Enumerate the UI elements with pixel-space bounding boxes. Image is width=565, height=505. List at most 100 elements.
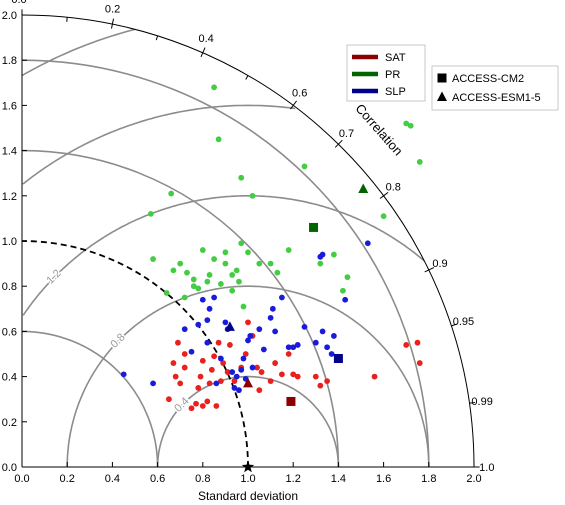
x-tick-label: 1.0 — [240, 473, 255, 485]
point-pr — [229, 272, 236, 278]
point-sat — [256, 387, 263, 394]
point-sat — [181, 364, 188, 371]
point-sat — [285, 351, 292, 357]
point-slp — [199, 296, 206, 303]
std-arcs — [21, 59, 430, 468]
point-sat — [197, 373, 204, 380]
point-sat — [403, 342, 410, 348]
correlation-tick — [451, 323, 457, 327]
y-tick-label: 1.2 — [2, 191, 17, 203]
point-sat — [279, 371, 285, 378]
point-slp — [247, 333, 254, 339]
point-sat — [371, 373, 378, 380]
rms-contour — [22, 104, 296, 185]
std-arc — [21, 59, 430, 468]
point-sat — [220, 360, 227, 366]
correlation-tick-label: 0.95 — [453, 316, 474, 328]
point-slp — [240, 355, 247, 362]
correlation-tick — [383, 192, 389, 197]
correlation-minor-tick — [155, 35, 159, 41]
point-sat — [199, 357, 206, 364]
point-pr — [199, 247, 206, 253]
point-sat — [188, 405, 195, 412]
correlation-tick-label: 0.6 — [292, 88, 307, 100]
point-sat — [245, 319, 251, 326]
point-slp — [204, 339, 211, 346]
x-tick-label: 2.0 — [466, 473, 481, 485]
point-slp — [290, 344, 297, 351]
correlation-tick — [469, 401, 476, 404]
rms-contour — [156, 375, 340, 467]
correlation-tick-label: 0.4 — [198, 33, 213, 45]
point-sat — [206, 380, 213, 387]
point-sat — [181, 351, 188, 357]
point-pr — [206, 272, 213, 278]
marker-sat-cm2 — [286, 396, 296, 406]
y-tick-label: 1.8 — [2, 55, 17, 67]
point-slp — [260, 346, 267, 353]
point-sat — [195, 385, 202, 391]
point-pr — [229, 287, 236, 294]
point-sat — [166, 396, 172, 403]
x-tick-label: 1.6 — [376, 473, 391, 485]
model-legend-box — [431, 65, 559, 111]
point-slp — [222, 319, 229, 326]
point-pr — [236, 278, 242, 285]
point-sat — [211, 353, 218, 360]
correlation-tick — [202, 47, 206, 53]
correlation-tick — [111, 18, 115, 25]
correlation-minor-tick — [334, 143, 339, 148]
y-tick-label: 0.6 — [2, 326, 17, 338]
correlation-minor-tick — [111, 24, 113, 29]
point-sat — [414, 339, 421, 346]
point-slp — [229, 369, 236, 375]
point-sat — [267, 378, 274, 385]
reference-star — [241, 460, 255, 473]
point-pr — [190, 283, 197, 290]
y-tick-label: 1.0 — [2, 236, 17, 248]
correlation-label: Correlation — [353, 101, 406, 159]
model-points — [224, 183, 369, 473]
y-tick-label: 0.0 — [2, 462, 17, 474]
marker-pr-esm1-5 — [358, 183, 369, 194]
y-tick-label: 0.4 — [2, 372, 17, 384]
point-pr — [274, 269, 281, 276]
x-tick-label: 0.0 — [14, 473, 29, 485]
point-slp — [204, 317, 211, 323]
point-pr — [238, 240, 245, 247]
correlation-minor-tick — [379, 195, 384, 199]
point-sat — [224, 369, 231, 375]
point-sat — [416, 360, 423, 366]
point-slp — [324, 344, 330, 351]
point-slp — [272, 328, 279, 335]
point-pr — [267, 260, 274, 267]
point-pr — [416, 159, 423, 165]
point-pr — [233, 267, 240, 274]
legend-model-label: ACCESS-CM2 — [452, 73, 524, 85]
point-pr — [249, 192, 256, 199]
y-tick-label: 0.2 — [2, 417, 17, 429]
point-sat — [199, 403, 206, 409]
point-slp — [312, 339, 319, 346]
point-sat — [272, 360, 279, 366]
point-sat — [215, 339, 222, 346]
point-sat — [294, 373, 301, 380]
point-slp — [181, 326, 188, 333]
correlation-minor-tick — [245, 75, 249, 80]
point-sat — [208, 366, 215, 373]
variable-legend: SAT PR SLP — [346, 44, 426, 102]
point-sat — [213, 403, 220, 409]
point-pr — [344, 274, 351, 281]
marker-sat-esm1-5 — [243, 377, 253, 388]
point-slp — [319, 328, 326, 335]
point-slp — [150, 380, 156, 387]
point-sat — [317, 382, 324, 389]
point-pr — [222, 260, 229, 267]
marker-pr-cm2 — [309, 222, 319, 232]
point-pr — [184, 269, 190, 276]
point-sat — [290, 371, 297, 378]
point-slp — [188, 348, 195, 355]
ensemble-points — [120, 84, 423, 412]
correlation-tick-label: 1.0 — [479, 462, 494, 474]
legend-label-slp: SLP — [385, 86, 406, 98]
